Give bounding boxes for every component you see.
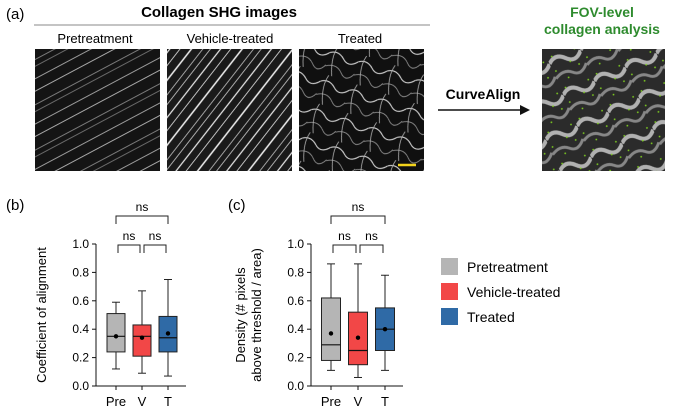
x-tick-label: V (354, 394, 363, 409)
significance-label: ns (136, 200, 149, 214)
box-mean-point (113, 334, 119, 339)
panel-c-label: (c) (228, 197, 246, 214)
panel-b: (b) Coefficient of alignment 0.0 0.2 0.4 0.… (6, 197, 186, 409)
x-tick-label: T (164, 394, 172, 409)
shg-image-treated (299, 49, 424, 171)
box-mean-point (355, 335, 361, 340)
fov-analysis-image (542, 49, 665, 171)
caption-pretreatment: Pretreatment (57, 31, 133, 46)
x-tick-label: Pre (106, 394, 126, 409)
legend-label: Pretreatment (467, 259, 548, 275)
x-tick-label: Pre (321, 394, 341, 409)
fov-title-line1: FOV-level (570, 4, 634, 20)
significance-bracket (115, 215, 169, 224)
significance-label: ns (365, 229, 378, 243)
legend-swatch (441, 283, 458, 300)
x-tick-label: T (381, 394, 389, 409)
chart-c-ylabel-line1: Density (# pixels (233, 267, 248, 363)
panel-a: (a) Collagen SHG images Pretreatment Veh… (6, 4, 665, 171)
significance-bracket (359, 244, 384, 253)
box-body (106, 313, 126, 353)
box-body (321, 297, 341, 361)
box-mean-point (139, 335, 145, 340)
y-tick-label: 0.0 (72, 379, 89, 393)
significance-bracket (117, 244, 141, 253)
y-tick-label: 0.2 (72, 351, 89, 365)
legend-label: Vehicle-treated (467, 284, 560, 300)
arrow-right-icon (520, 105, 530, 115)
shg-image-pretreatment (35, 49, 160, 171)
y-tick-label: 0.8 (287, 265, 304, 279)
y-tick-label: 0.2 (287, 351, 304, 365)
shg-images-title: Collagen SHG images (141, 4, 297, 21)
legend: Pretreatment Vehicle-treated Treated (441, 258, 560, 325)
y-tick-label: 0.6 (287, 294, 304, 308)
y-tick-label: 1.0 (72, 237, 89, 251)
significance-label: ns (123, 229, 136, 243)
curvealign-label: CurveAlign (446, 86, 521, 102)
significance-label: ns (338, 229, 351, 243)
panel-a-label: (a) (6, 6, 24, 23)
caption-treated: Treated (338, 31, 382, 46)
panel-c: (c) Density (# pixels above threshold / … (228, 197, 403, 409)
significance-bracket (330, 215, 386, 224)
box-mean-point (165, 331, 171, 336)
caption-vehicle-treated: Vehicle-treated (187, 31, 274, 46)
y-tick-label: 0.8 (72, 265, 89, 279)
x-tick-label: V (138, 394, 147, 409)
legend-label: Treated (467, 309, 515, 325)
box-mean-point (382, 327, 388, 332)
y-tick-label: 0.4 (72, 322, 89, 336)
box-body (132, 324, 152, 357)
significance-bracket (143, 244, 167, 253)
y-tick-label: 1.0 (287, 237, 304, 251)
shg-image-vehicle-treated (167, 49, 292, 171)
fov-title-line2: collagen analysis (544, 21, 660, 37)
chart-c-ylabel-line2: above threshold / area) (249, 248, 264, 382)
box-mean-point (328, 331, 334, 336)
panel-b-label: (b) (6, 197, 24, 214)
legend-swatch (441, 308, 458, 325)
chart-b-ylabel: Coefficient of alignment (34, 247, 49, 383)
significance-label: ns (149, 229, 162, 243)
significance-label: ns (352, 200, 365, 214)
legend-swatch (441, 258, 458, 275)
y-tick-label: 0.6 (72, 294, 89, 308)
y-tick-label: 0.4 (287, 322, 304, 336)
y-tick-label: 0.0 (287, 379, 304, 393)
significance-bracket (332, 244, 357, 253)
